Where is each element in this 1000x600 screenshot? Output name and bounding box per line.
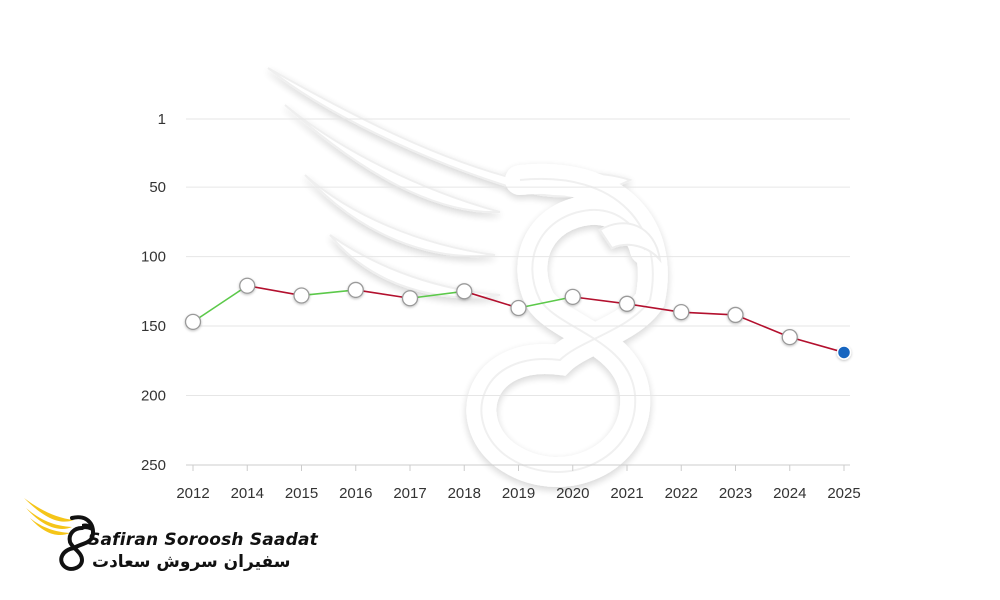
line-segment — [355, 289, 411, 300]
data-point[interactable] — [781, 329, 798, 346]
x-tick-label: 2016 — [339, 485, 372, 502]
data-point[interactable] — [618, 295, 636, 312]
x-tick-label: 2014 — [231, 485, 264, 502]
line-segment — [572, 296, 628, 305]
x-axis: 2012 2014 2015 2016 2017 2018 2019 2020 2021 2022… — [176, 464, 861, 502]
data-point[interactable] — [673, 303, 690, 321]
line-segment — [409, 290, 465, 300]
x-tick-label: 2023 — [719, 485, 752, 502]
x-tick-label: 2020 — [556, 485, 589, 502]
x-tick-label: 2022 — [665, 485, 698, 502]
y-tick-label: 100 — [141, 249, 166, 266]
data-point-latest[interactable] — [836, 345, 852, 360]
brand-logo: Safiran Soroosh Saadat سفیران سروش سعادت — [22, 494, 318, 584]
x-tick-label: 2025 — [827, 485, 860, 502]
line-segment — [789, 336, 845, 354]
data-point[interactable] — [184, 313, 202, 331]
x-tick-label: 2019 — [502, 485, 535, 502]
brand-name-persian: سفیران سروش سعادت — [92, 552, 291, 572]
line-segment — [247, 284, 302, 297]
x-tick-label: 2018 — [448, 485, 481, 502]
data-point[interactable] — [293, 287, 310, 304]
x-tick-label: 2012 — [176, 485, 209, 502]
x-tick-label: 2024 — [773, 485, 806, 502]
line-segment — [626, 303, 682, 313]
data-point[interactable] — [239, 277, 256, 294]
data-point[interactable] — [347, 281, 364, 299]
data-point[interactable] — [727, 306, 744, 324]
brand-name-english: Safiran Soroosh Saadat — [88, 530, 318, 550]
series-points — [184, 277, 852, 360]
winged-s-logo-icon — [24, 498, 95, 571]
data-point[interactable] — [456, 283, 473, 300]
series-line — [192, 284, 845, 354]
data-point[interactable] — [510, 299, 527, 317]
line-segment — [464, 290, 519, 309]
y-tick-label: 250 — [141, 457, 166, 474]
line-segment — [192, 285, 248, 323]
y-tick-label: 1 — [158, 111, 166, 128]
line-segment — [735, 314, 791, 338]
x-tick-label: 2021 — [610, 485, 643, 502]
y-tick-label: 200 — [141, 388, 166, 405]
y-tick-label: 50 — [149, 179, 166, 196]
line-segment — [518, 296, 573, 309]
data-point[interactable] — [564, 288, 581, 306]
y-tick-label: 150 — [141, 318, 166, 335]
data-point[interactable] — [401, 290, 419, 307]
line-segment — [301, 289, 356, 297]
winged-s-watermark-icon — [267, 67, 668, 487]
x-tick-label: 2017 — [393, 485, 426, 502]
x-tick-label: 2015 — [285, 485, 318, 502]
line-segment — [681, 311, 736, 316]
